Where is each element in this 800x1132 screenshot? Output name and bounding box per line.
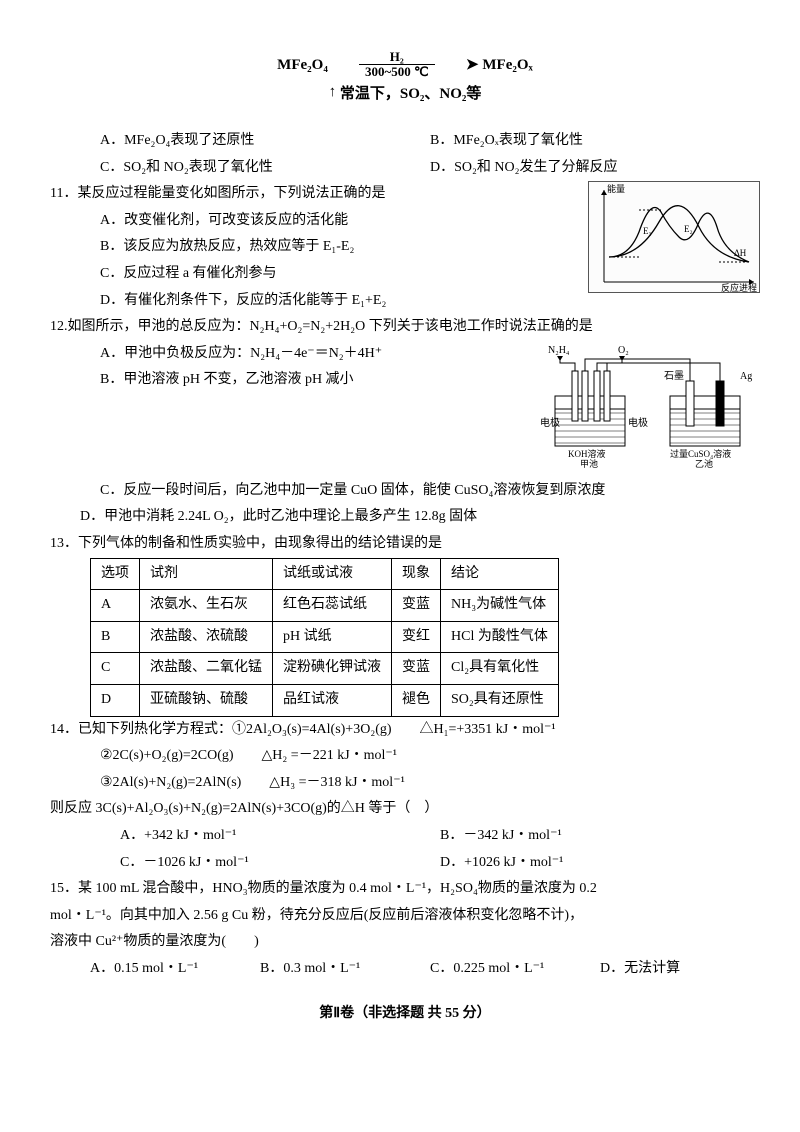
table-row: C浓盐酸、二氧化锰淀粉碘化钾试液变蓝Cl₂具有氧化性	[91, 653, 559, 685]
svg-text:E₂: E₂	[684, 224, 693, 234]
svg-text:ΔH: ΔH	[734, 248, 747, 258]
table-row: A浓氨水、生石灰红色石蕊试纸变蓝NH₃为碱性气体	[91, 590, 559, 622]
reaction-diagram: MFe₂O₄ H₂ 300~500 ℃ ➤ MFe₂Oₓ ↑ 常温下，SO₂、N…	[50, 50, 760, 108]
svg-text:KOH溶液: KOH溶液	[568, 448, 606, 459]
q10-b: B．MFe₂Oₓ表现了氧化性	[430, 128, 760, 155]
q13-stem: 13．下列气体的制备和性质实验中，由现象得出的结论错误的是	[50, 531, 760, 558]
diagram-left: MFe₂O₄	[277, 51, 328, 80]
q13-table: 选项 试剂 试纸或试液 现象 结论 A浓氨水、生石灰红色石蕊试纸变蓝NH₃为碱性…	[90, 558, 559, 717]
svg-text:电极: 电极	[540, 416, 560, 429]
q11-a: A．改变催化剂，可改变该反应的活化能	[50, 208, 578, 235]
q10-c: C．SO₂和 NO₂表现了氧化性	[100, 155, 430, 182]
cell-diagram: N₂H₄ O₂ 石墨 Ag 电极 电极 KOH溶液 甲池 过量CuSO₄溶液	[540, 341, 760, 478]
q11-c: C．反应过程 a 有催化剂参与	[50, 261, 578, 288]
table-row: 选项 试剂 试纸或试液 现象 结论	[91, 558, 559, 590]
q12-a: A．甲池中负极反应为：N₂H₄－4e⁻＝N₂＋4H⁺	[50, 341, 530, 368]
q15-stem1: 15．某 100 mL 混合酸中，HNO₃物质的量浓度为 0.4 mol・L⁻¹…	[50, 876, 760, 903]
q11-stem: 11．某反应过程能量变化如图所示，下列说法正确的是	[50, 181, 578, 208]
svg-text:反应进程: 反应进程	[721, 282, 757, 292]
diagram-right: MFe₂Oₓ	[482, 51, 532, 80]
svg-text:石墨: 石墨	[664, 370, 684, 382]
svg-text:乙池: 乙池	[695, 458, 713, 469]
q12-c: C．反应一段时间后，向乙池中加一定量 CuO 固体，能使 CuSO₄溶液恢复到原…	[50, 478, 760, 505]
diagram-arrow: H₂ 300~500 ℃	[332, 50, 462, 80]
q15-stem2: mol・L⁻¹。向其中加入 2.56 g Cu 粉，待充分反应后(反应前后溶液体…	[50, 903, 760, 930]
q12-d: D．甲池中消耗 2.24L O₂，此时乙池中理论上最多产生 12.8g 固体	[50, 504, 760, 531]
q12-body: A．甲池中负极反应为：N₂H₄－4e⁻＝N₂＋4H⁺ B．甲池溶液 pH 不变，…	[50, 341, 760, 478]
q12-stem: 12.如图所示，甲池的总反应为：N₂H₄+O₂=N₂+2H₂O 下列关于该电池工…	[50, 314, 760, 341]
q14-d: D．+1026 kJ・mol⁻¹	[440, 850, 760, 877]
table-row: B浓盐酸、浓硫酸pH 试纸变红HCl 为酸性气体	[91, 621, 559, 653]
q10-a: A．MFe₂O₄表现了还原性	[100, 128, 430, 155]
svg-text:E₁: E₁	[643, 226, 652, 236]
q14-c: C．－1026 kJ・mol⁻¹	[120, 850, 440, 877]
q12-b: B．甲池溶液 pH 不变，乙池溶液 pH 减小	[50, 367, 530, 394]
svg-text:过量CuSO₄溶液: 过量CuSO₄溶液	[670, 448, 731, 459]
q14-b: B．－342 kJ・mol⁻¹	[440, 823, 760, 850]
q14-stem: 14．已知下列热化学方程式：①2Al₂O₃(s)=4Al(s)+3O₂(g) △…	[50, 717, 760, 744]
svg-text:N₂H₄: N₂H₄	[548, 345, 570, 356]
q15-options: A．0.15 mol・L⁻¹ B．0.3 mol・L⁻¹ C．0.225 mol…	[50, 956, 760, 983]
q11: 11．某反应过程能量变化如图所示，下列说法正确的是 A．改变催化剂，可改变该反应…	[50, 181, 760, 314]
q10-d: D．SO₂和 NO₂发生了分解反应	[430, 155, 760, 182]
q11-b: B．该反应为放热反应，热效应等于 E₁-E₂	[50, 234, 578, 261]
q14-l4: 则反应 3C(s)+Al₂O₃(s)+N₂(g)=2AlN(s)+3CO(g)的…	[50, 796, 760, 823]
q10-options: A．MFe₂O₄表现了还原性 B．MFe₂Oₓ表现了氧化性 C．SO₂和 NO₂…	[50, 128, 760, 181]
q15-a: A．0.15 mol・L⁻¹	[90, 956, 250, 983]
q14-l2: ②2C(s)+O₂(g)=2CO(g) △H₂ =－221 kJ・mol⁻¹	[50, 743, 760, 770]
svg-text:O₂: O₂	[618, 345, 629, 356]
svg-text:能量: 能量	[607, 183, 625, 194]
q15-d: D．无法计算	[600, 956, 760, 983]
energy-diagram: E₁ E₂ ΔH 能量 反应进程	[588, 181, 760, 293]
section-header: 第Ⅱ卷（非选择题 共 55 分）	[50, 1001, 760, 1028]
svg-text:甲池: 甲池	[580, 458, 598, 469]
q15-b: B．0.3 mol・L⁻¹	[260, 956, 420, 983]
q11-d: D．有催化剂条件下，反应的活化能等于 E₁+E₂	[50, 288, 578, 315]
svg-text:Ag: Ag	[740, 371, 752, 382]
table-row: D亚硫酸钠、硫酸品红试液褪色SO₂具有还原性	[91, 685, 559, 717]
q14-l3: ③2Al(s)+N₂(g)=2AlN(s) △H₃ =－318 kJ・mol⁻¹	[50, 770, 760, 797]
diagram-line2: 常温下，SO₂、NO₂等	[340, 86, 482, 102]
q15-stem3: 溶液中 Cu²⁺物质的量浓度为( )	[50, 929, 760, 956]
q15-c: C．0.225 mol・L⁻¹	[430, 956, 590, 983]
svg-text:电极: 电极	[628, 416, 648, 429]
q14-a: A．+342 kJ・mol⁻¹	[120, 823, 440, 850]
